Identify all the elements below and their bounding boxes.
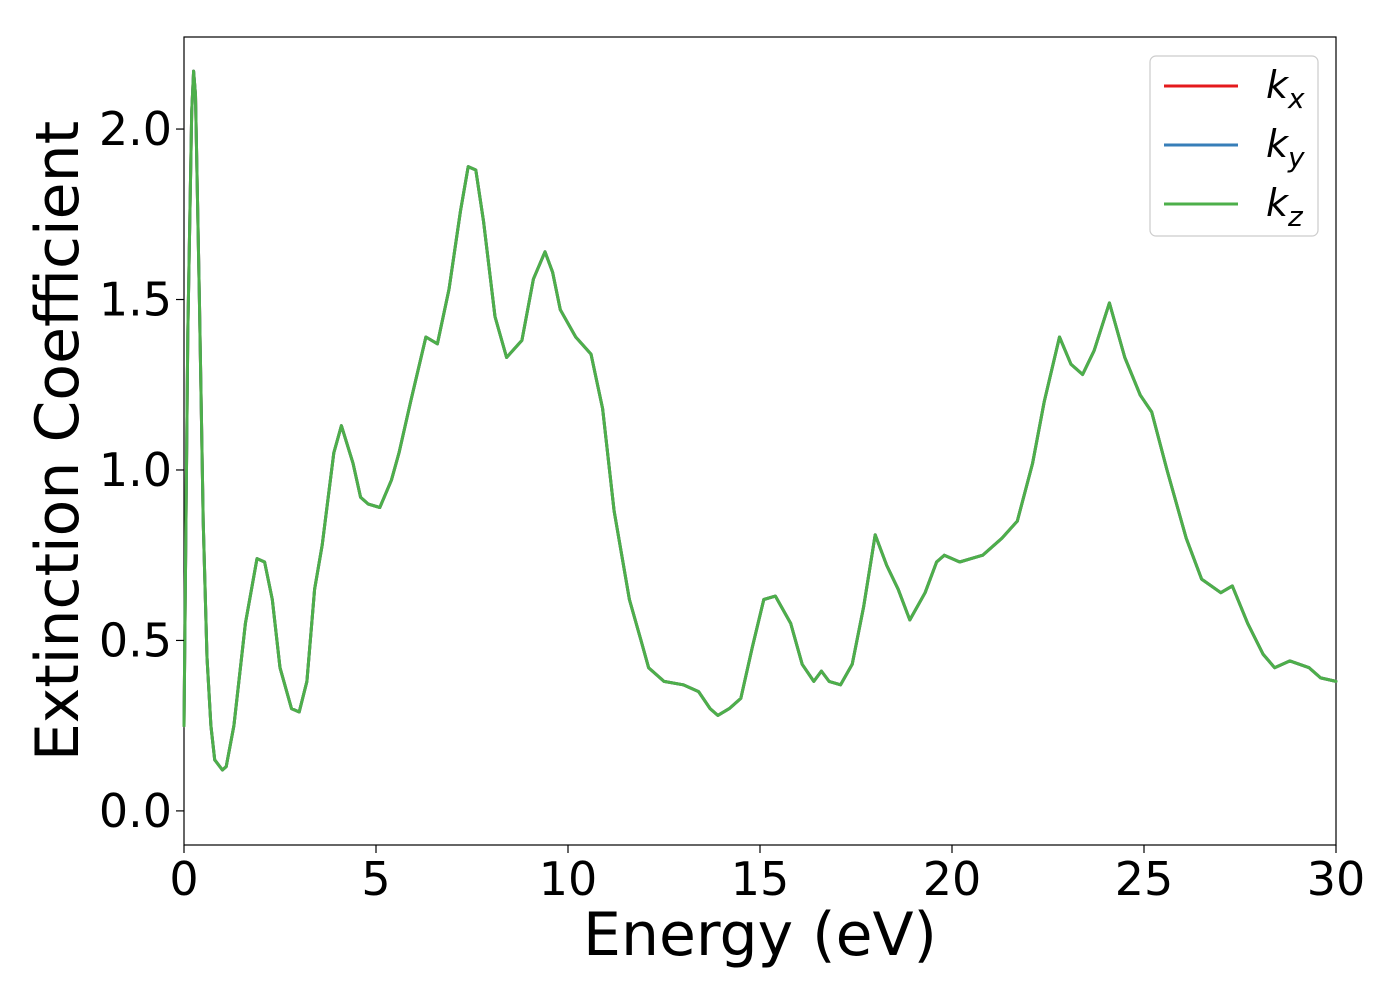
series-line-k-z [182, 69, 1338, 772]
legend-label-k-y: ky [1266, 122, 1305, 174]
y-tick-label: 2.0 [99, 102, 172, 156]
y-axis-label: Extinction Coefficient [23, 121, 93, 761]
legend-items: kx ky kz [1164, 63, 1305, 233]
x-tick-label: 10 [539, 852, 598, 906]
plot-area-frame [183, 36, 1337, 846]
x-tick-label: 0 [169, 852, 198, 906]
legend-label-k-z: kz [1266, 181, 1304, 233]
ticks-layer: 0 5 10 15 20 25 30 0.0 0.5 1.0 1.5 2.0 [99, 102, 1365, 906]
y-tick-label: 0.0 [99, 784, 172, 838]
y-tick-label: 0.5 [99, 613, 172, 667]
legend-label-k-x: kx [1266, 63, 1305, 115]
y-tick-label: 1.0 [99, 443, 172, 497]
x-tick-label: 15 [731, 852, 790, 906]
y-tick-label: 1.5 [99, 273, 172, 327]
x-tick-label: 30 [1307, 852, 1366, 906]
x-tick-label: 20 [923, 852, 982, 906]
series-layer [182, 69, 1338, 772]
legend: kx ky kz [1149, 55, 1319, 237]
x-tick-label: 25 [1115, 852, 1174, 906]
x-tick-label: 5 [361, 852, 390, 906]
x-axis-label: Energy (eV) [583, 900, 937, 970]
